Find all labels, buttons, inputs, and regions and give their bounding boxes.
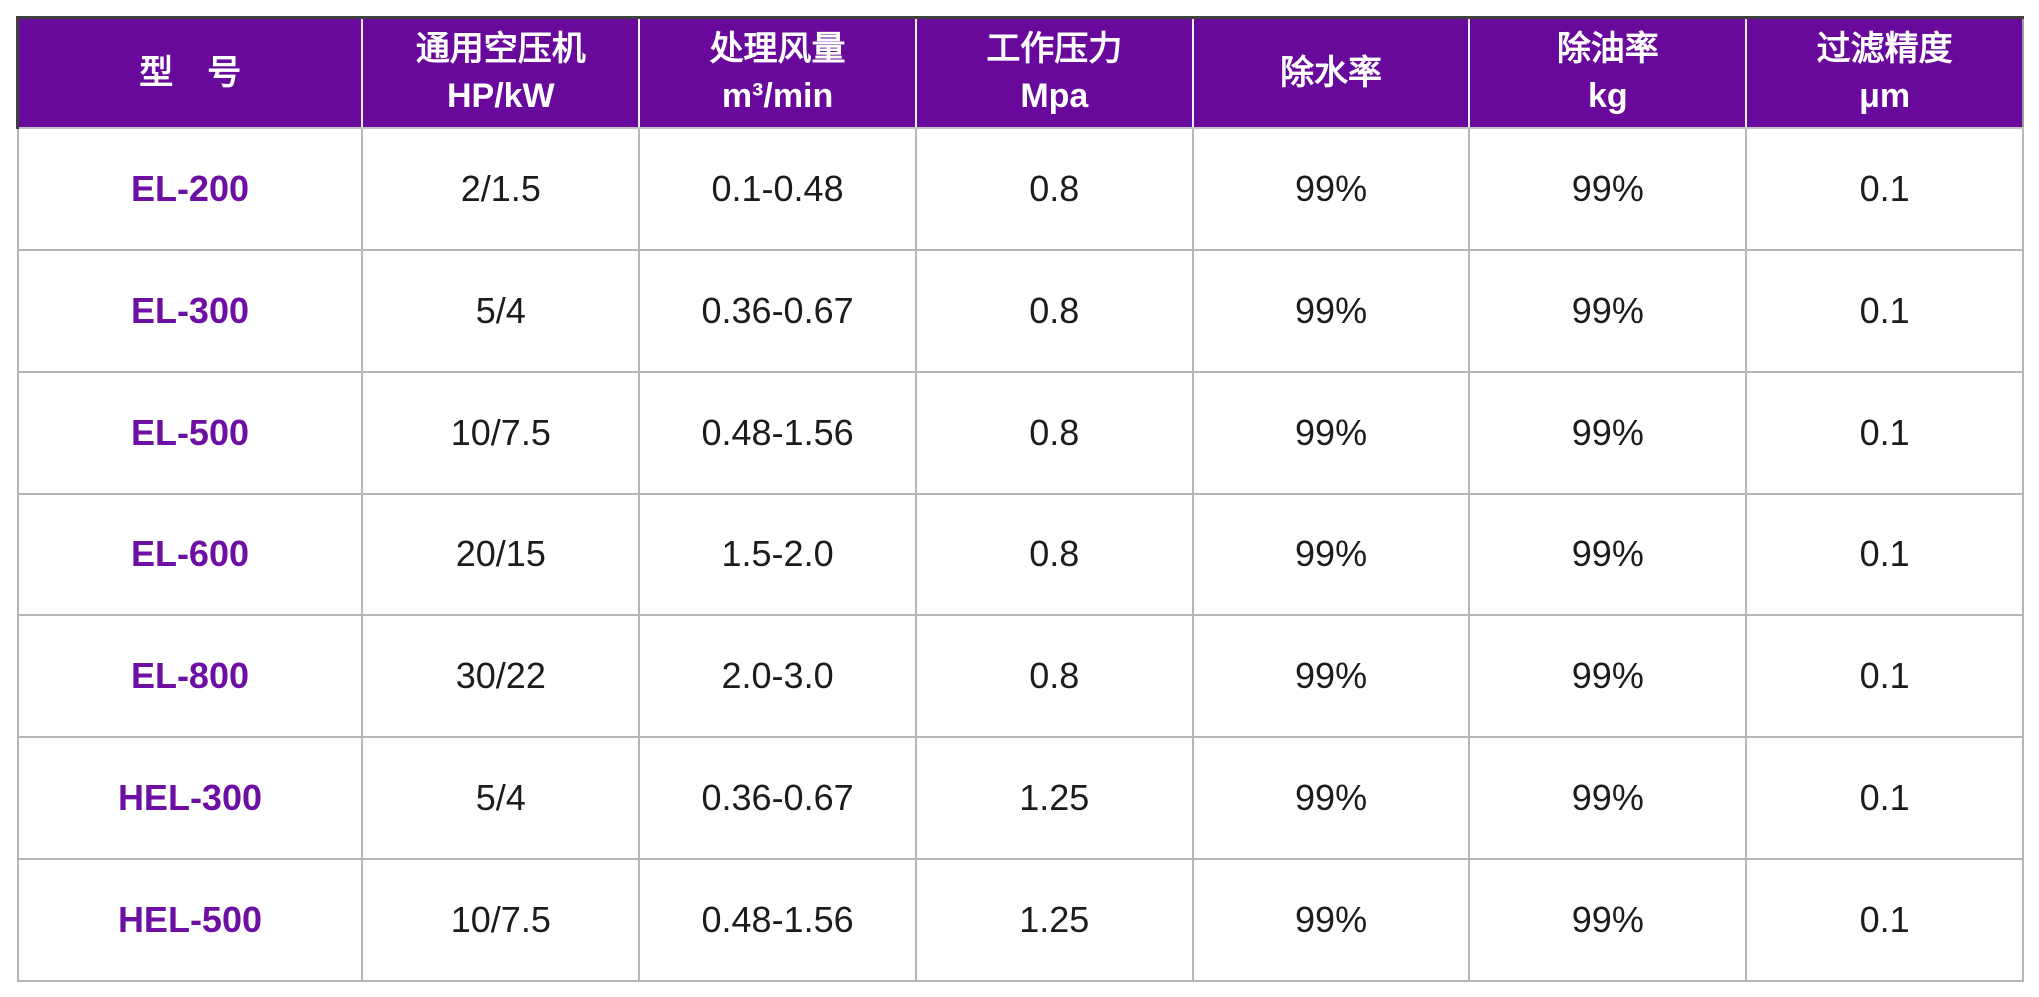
model-cell: HEL-300 [16,736,364,861]
header-cell-model: 型 号 [16,17,363,129]
pressure-cell: 0.8 [914,370,1194,495]
filtration-cell: 0.1 [1745,370,2024,495]
pressure-cell: 0.8 [914,127,1194,251]
flow-cell: 0.48-1.56 [638,858,917,982]
header-label: 通用空压机 [415,30,586,69]
spec-table-header: 型 号 通用空压机 HP/kW 处理风量 m³/min 工作压力 Mpa 除水率… [16,17,2023,129]
model-cell: EL-800 [16,614,364,739]
model-cell: EL-600 [16,492,364,617]
pressure-cell: 1.25 [914,858,1194,982]
hp-kw-cell: 10/7.5 [361,370,641,495]
table-row-el-600: EL-600 20/15 1.5-2.0 0.8 99% 99% 0.1 [16,492,2024,617]
header-cell-oil-removal: 除油率 kg [1468,17,1747,129]
oil-removal-cell: 99% [1468,736,1748,861]
header-label: 过滤精度 [1816,30,1953,69]
header-unit: HP/kW [446,77,555,115]
header-cell-filtration: 过滤精度 μm [1745,17,2023,129]
flow-cell: 1.5-2.0 [638,492,917,617]
table-row-el-500: EL-500 10/7.5 0.48-1.56 0.8 99% 99% 0.1 [16,370,2024,495]
flow-cell: 0.1-0.48 [638,127,917,251]
hp-kw-cell: 5/4 [361,248,641,373]
oil-removal-cell: 99% [1468,614,1748,739]
oil-removal-cell: 99% [1468,492,1748,617]
flow-cell: 0.36-0.67 [638,736,917,861]
hp-kw-cell: 20/15 [361,492,641,617]
water-removal-cell: 99% [1191,858,1471,982]
table-row-hel-500: HEL-500 10/7.5 0.48-1.56 1.25 99% 99% 0.… [16,858,2024,982]
pressure-cell: 1.25 [914,736,1194,861]
oil-removal-cell: 99% [1468,127,1748,251]
table-row-hel-300: HEL-300 5/4 0.36-0.67 1.25 99% 99% 0.1 [16,736,2024,861]
filtration-cell: 0.1 [1745,248,2024,373]
oil-removal-cell: 99% [1468,248,1748,373]
header-label: 处理风量 [709,30,846,69]
filtration-cell: 0.1 [1745,492,2024,617]
table-row-el-200: EL-200 2/1.5 0.1-0.48 0.8 99% 99% 0.1 [16,127,2024,251]
hp-kw-cell: 30/22 [361,614,641,739]
header-label: 除油率 [1556,30,1659,69]
header-unit: m³/min [721,77,834,115]
header-unit: Mpa [1020,77,1089,115]
header-row: 型 号 通用空压机 HP/kW 处理风量 m³/min 工作压力 Mpa 除水率… [16,17,2023,129]
flow-cell: 0.48-1.56 [638,370,917,495]
water-removal-cell: 99% [1191,248,1471,373]
water-removal-cell: 99% [1191,614,1471,739]
header-cell-water-removal: 除水率 [1191,17,1470,129]
water-removal-cell: 99% [1191,736,1471,861]
hp-kw-cell: 5/4 [361,736,641,861]
spec-table-body: EL-200 2/1.5 0.1-0.48 0.8 99% 99% 0.1 EL… [16,127,2024,982]
header-unit: μm [1859,77,1911,115]
pressure-cell: 0.8 [914,492,1194,617]
water-removal-cell: 99% [1191,492,1471,617]
header-label: 型 号 [139,53,242,92]
header-label: 工作压力 [986,30,1123,69]
hp-kw-cell: 10/7.5 [361,858,641,982]
model-cell: EL-300 [16,248,364,373]
model-cell: EL-200 [16,127,364,251]
filtration-cell: 0.1 [1745,858,2024,982]
header-cell-pressure: 工作压力 Mpa [914,17,1193,129]
header-cell-flow: 处理风量 m³/min [638,17,916,129]
oil-removal-cell: 99% [1468,370,1748,495]
hp-kw-cell: 2/1.5 [361,127,641,251]
flow-cell: 2.0-3.0 [638,614,917,739]
spec-table: 型 号 通用空压机 HP/kW 处理风量 m³/min 工作压力 Mpa 除水率… [16,16,2024,982]
water-removal-cell: 99% [1191,127,1471,251]
header-label: 除水率 [1280,53,1383,92]
pressure-cell: 0.8 [914,248,1194,373]
flow-cell: 0.36-0.67 [638,248,917,373]
table-row-el-300: EL-300 5/4 0.36-0.67 0.8 99% 99% 0.1 [16,248,2024,373]
table-row-el-800: EL-800 30/22 2.0-3.0 0.8 99% 99% 0.1 [16,614,2024,739]
model-cell: EL-500 [16,370,364,495]
filtration-cell: 0.1 [1745,614,2024,739]
header-cell-compressor: 通用空压机 HP/kW [361,17,640,129]
pressure-cell: 0.8 [914,614,1194,739]
header-unit: kg [1587,77,1628,115]
filtration-cell: 0.1 [1745,127,2024,251]
oil-removal-cell: 99% [1468,858,1748,982]
water-removal-cell: 99% [1191,370,1471,495]
model-cell: HEL-500 [16,858,364,982]
filtration-cell: 0.1 [1745,736,2024,861]
